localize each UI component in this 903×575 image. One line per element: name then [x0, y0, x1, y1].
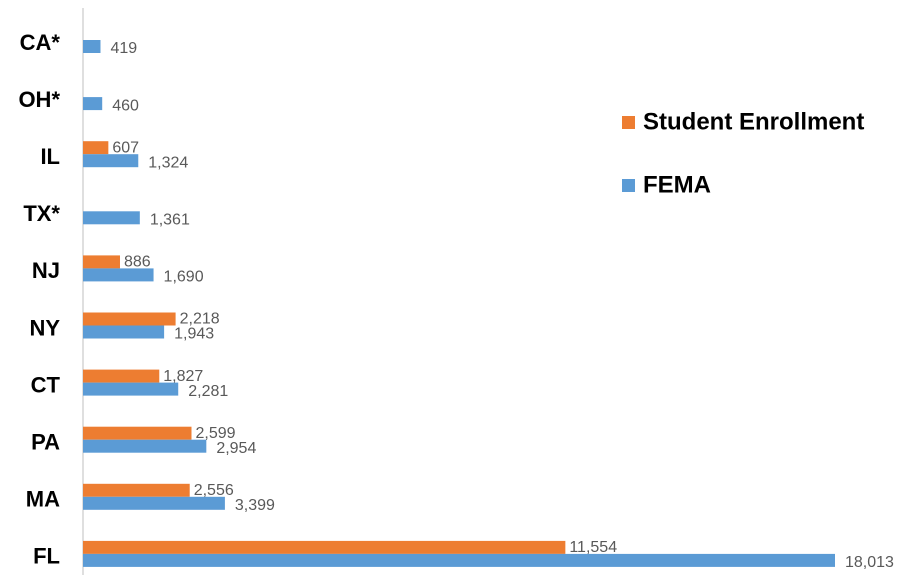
value-label: 607 — [112, 139, 139, 156]
value-label: 2,954 — [216, 440, 256, 457]
category-label: CT — [31, 372, 61, 397]
bar — [83, 211, 140, 225]
bar — [83, 439, 207, 453]
value-label: 1,324 — [148, 154, 188, 171]
category-label: CA* — [20, 30, 61, 55]
value-label: 2,599 — [196, 425, 236, 442]
category-label: OH* — [18, 87, 60, 112]
category-label: FL — [33, 544, 60, 569]
category-label: PA — [31, 430, 60, 455]
value-label: 3,399 — [235, 497, 275, 514]
bar — [83, 369, 160, 383]
bar — [83, 255, 120, 269]
bar — [83, 40, 101, 53]
value-label: 2,218 — [180, 311, 220, 328]
bar — [83, 496, 225, 510]
category-label: TX* — [23, 201, 60, 226]
legend-label: Student Enrollment — [643, 108, 864, 135]
value-label: 2,281 — [188, 383, 228, 400]
bar — [83, 97, 103, 111]
value-label: 1,827 — [163, 368, 203, 385]
bar — [83, 141, 109, 155]
legend-swatch — [622, 179, 635, 192]
category-label: MA — [26, 487, 60, 512]
bar — [83, 312, 176, 326]
value-label: 419 — [110, 40, 137, 57]
bar — [83, 483, 190, 497]
bar — [83, 382, 179, 396]
value-label: 2,556 — [194, 482, 234, 499]
value-label: 1,943 — [174, 326, 214, 343]
bar — [83, 154, 139, 168]
value-label: 18,013 — [845, 554, 894, 571]
bar — [83, 426, 192, 440]
category-label: NY — [29, 315, 60, 340]
value-label: 1,361 — [150, 212, 190, 229]
value-label: 886 — [124, 254, 151, 271]
value-label: 11,554 — [569, 539, 617, 556]
bar — [83, 325, 165, 339]
category-label: NJ — [32, 258, 60, 283]
legend-swatch — [622, 116, 635, 129]
legend-label: FEMA — [643, 171, 711, 198]
value-label: 460 — [112, 97, 139, 114]
bar — [83, 553, 835, 567]
category-label: IL — [40, 144, 60, 169]
bar — [83, 540, 566, 554]
bar — [83, 268, 154, 282]
value-label: 1,690 — [164, 269, 204, 286]
